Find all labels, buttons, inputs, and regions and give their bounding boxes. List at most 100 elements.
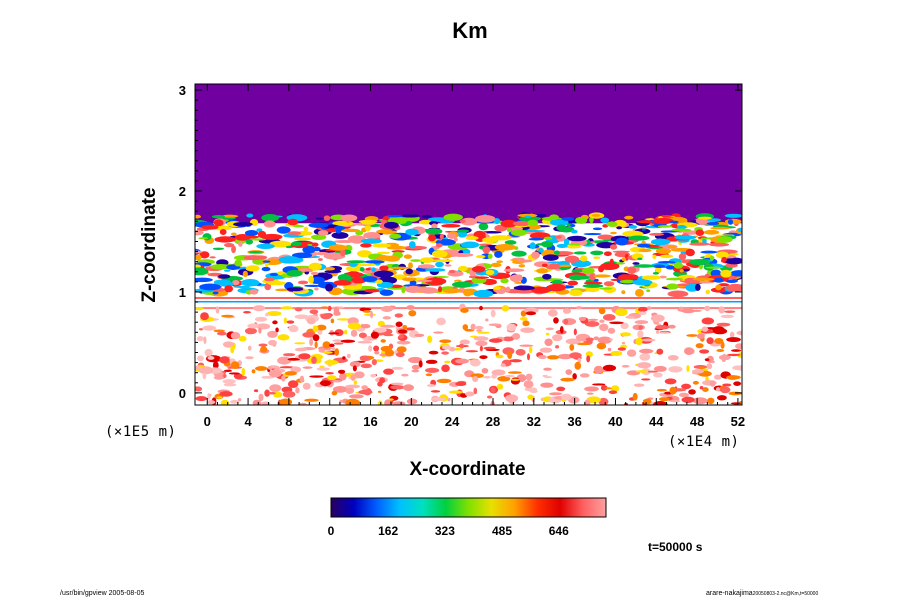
- field-cell: [736, 330, 742, 336]
- field-cell: [252, 255, 268, 260]
- field-cell: [328, 244, 348, 251]
- field-cell: [258, 343, 268, 347]
- field-cell: [279, 398, 293, 405]
- field-cell: [363, 313, 376, 317]
- field-cell: [278, 256, 301, 264]
- field-cell: [394, 313, 404, 318]
- field-cell: [482, 237, 498, 244]
- field-cell: [596, 342, 607, 350]
- field-cell: [264, 389, 270, 397]
- field-cell: [253, 389, 259, 393]
- field-cell: [427, 335, 433, 343]
- colorbar-tick-label-3: 485: [492, 524, 512, 538]
- field-cell: [324, 359, 339, 365]
- field-cell: [207, 356, 215, 360]
- field-cell: [706, 397, 715, 405]
- field-cell: [219, 356, 230, 364]
- field-cell: [621, 365, 630, 368]
- field-cell: [348, 394, 364, 399]
- field-cell: [638, 325, 643, 330]
- heatmap-upper-region: [195, 84, 742, 224]
- field-cell: [704, 305, 711, 312]
- field-cell: [269, 384, 282, 392]
- field-cell: [639, 353, 651, 361]
- field-cell: [545, 327, 554, 331]
- field-cell: [370, 331, 379, 339]
- field-cell: [390, 382, 404, 386]
- field-cell: [669, 386, 677, 395]
- field-cell: [585, 337, 594, 342]
- y-tick-label-3: 3: [179, 83, 186, 98]
- field-cell: [448, 390, 463, 394]
- field-cell: [292, 225, 305, 228]
- field-cell: [283, 353, 296, 357]
- field-cell: [269, 240, 292, 248]
- field-cell: [404, 285, 423, 294]
- field-cell: [583, 281, 603, 285]
- field-cell: [493, 217, 501, 225]
- field-cell: [632, 279, 653, 286]
- field-cell: [628, 225, 638, 229]
- x-tick-label-5: 20: [404, 414, 418, 429]
- field-cell: [304, 284, 323, 287]
- field-cell: [459, 339, 470, 345]
- field-cell: [641, 378, 651, 381]
- field-cell: [277, 356, 292, 365]
- field-cell: [290, 241, 303, 247]
- field-cell: [314, 341, 318, 349]
- chart-title: Km: [452, 18, 488, 43]
- colorbar-tick-label-2: 323: [435, 524, 455, 538]
- field-cell: [626, 349, 637, 357]
- field-cell: [620, 322, 629, 330]
- field-cell: [724, 257, 742, 265]
- footer-source: arare-nakajima20050803-2.nc@Km,t=50000: [706, 590, 818, 597]
- field-cell: [299, 268, 313, 272]
- field-cell: [668, 324, 676, 329]
- field-cell: [526, 353, 531, 361]
- field-cell: [326, 228, 338, 233]
- field-cell: [485, 269, 495, 276]
- field-cell: [444, 360, 451, 364]
- field-cell: [376, 229, 398, 235]
- field-cell: [207, 392, 211, 400]
- field-cell: [565, 369, 573, 375]
- field-cell: [384, 349, 395, 357]
- field-cell: [401, 287, 406, 294]
- field-cell: [679, 269, 684, 273]
- field-cell: [327, 305, 332, 312]
- field-cell: [329, 343, 335, 348]
- field-cell: [653, 365, 667, 372]
- x-tick-label-8: 32: [527, 414, 541, 429]
- field-cell: [682, 268, 690, 272]
- field-cell: [539, 347, 553, 353]
- field-cell: [582, 284, 604, 288]
- field-cell: [553, 250, 560, 255]
- field-cell: [280, 306, 294, 310]
- field-cell: [718, 354, 731, 361]
- field-cell: [713, 374, 722, 380]
- field-cell: [674, 235, 697, 240]
- field-cell: [688, 389, 696, 395]
- field-cell: [317, 258, 323, 261]
- field-cell: [668, 220, 679, 224]
- field-cell: [268, 369, 282, 378]
- field-cell: [488, 323, 502, 327]
- field-cell: [715, 251, 729, 259]
- field-cell: [428, 234, 437, 242]
- field-cell: [455, 358, 470, 364]
- field-cell: [496, 383, 504, 390]
- colorbar-tick-label-0: 0: [328, 524, 335, 538]
- field-cell: [370, 310, 374, 319]
- field-cell: [311, 234, 327, 241]
- field-cell: [354, 371, 365, 379]
- field-cell: [262, 260, 271, 263]
- field-cell: [567, 243, 580, 246]
- field-cell: [316, 324, 327, 331]
- field-cell: [298, 402, 308, 405]
- field-cell: [308, 222, 329, 228]
- field-cell: [627, 266, 637, 274]
- field-cell: [200, 312, 209, 321]
- field-cell: [585, 239, 591, 246]
- field-cell: [543, 367, 552, 371]
